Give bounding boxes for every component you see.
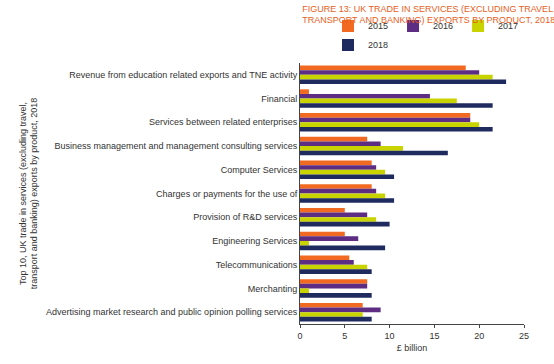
- svg-text:0: 0: [297, 331, 302, 341]
- svg-text:FIGURE 13: UK TRADE IN SERVICE: FIGURE 13: UK TRADE IN SERVICES (EXCLUDI…: [302, 4, 554, 26]
- svg-text:Revenue from education related: Revenue from education related exports a…: [69, 70, 297, 80]
- svg-text:Provision of R&D services: Provision of R&D services: [193, 212, 298, 222]
- svg-text:5: 5: [342, 331, 347, 341]
- svg-text:15: 15: [429, 331, 439, 341]
- svg-text:Charges or payments for the us: Charges or payments for the use of: [156, 189, 298, 199]
- svg-text:25: 25: [519, 331, 529, 341]
- svg-text:20: 20: [474, 331, 484, 341]
- svg-text:10: 10: [385, 331, 395, 341]
- svg-text:2015: 2015: [368, 21, 388, 31]
- svg-text:2016: 2016: [433, 21, 453, 31]
- svg-text:Business management and manage: Business management and management consu…: [55, 141, 298, 151]
- svg-text:Top 10, UK trade in services (: Top 10, UK trade in services (excluding …: [18, 98, 40, 290]
- svg-text:Financial: Financial: [261, 94, 297, 104]
- svg-text:Telecommunications: Telecommunications: [216, 260, 298, 270]
- svg-text:£ billion: £ billion: [397, 343, 428, 353]
- svg-text:Services between related enter: Services between related enterprises: [149, 117, 298, 127]
- svg-text:Computer Services: Computer Services: [221, 165, 298, 175]
- svg-text:Merchanting: Merchanting: [248, 284, 298, 294]
- svg-text:2018: 2018: [368, 40, 388, 50]
- svg-text:Advertising market research an: Advertising market research and public o…: [46, 307, 298, 317]
- svg-text:Engineering Services: Engineering Services: [212, 236, 298, 246]
- svg-text:2017: 2017: [498, 21, 518, 31]
